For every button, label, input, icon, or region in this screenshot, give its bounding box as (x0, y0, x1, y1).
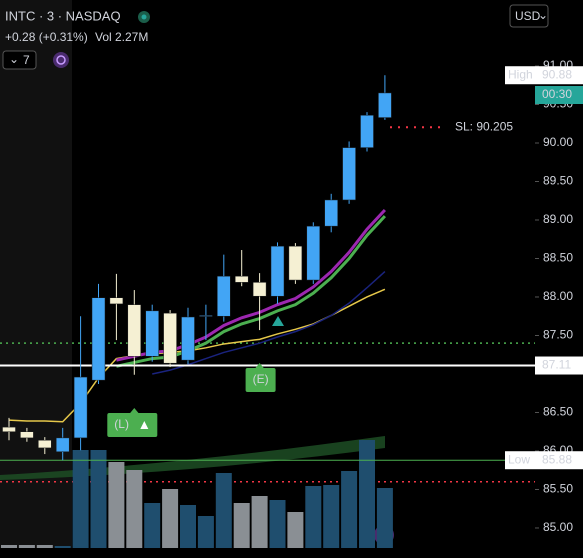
candle-body (38, 439, 52, 449)
high-tag-label: High (508, 67, 533, 81)
low-tag (505, 451, 535, 470)
volume-bar (18, 545, 35, 548)
sync-ring (56, 55, 66, 65)
candle-body (20, 431, 34, 439)
y-tick-label: 85.50 (543, 482, 573, 496)
change: +0.28 (+0.31%) (5, 30, 88, 44)
marker-box (245, 368, 276, 392)
volume-bar (162, 489, 179, 548)
left-shade (0, 0, 72, 548)
volume-bar (323, 485, 340, 548)
marker-arrow (140, 421, 149, 429)
vol-label: Vol (95, 30, 112, 44)
marker-pointer (254, 363, 265, 369)
volume-bar (197, 516, 214, 548)
volume-bar (251, 496, 268, 548)
signal-arrow (272, 316, 284, 326)
y-tick-label: 85.00 (543, 520, 573, 534)
marker-pointer (129, 408, 140, 414)
marker-box (107, 413, 158, 437)
volume-bar (1, 545, 17, 548)
candle-body (234, 275, 249, 283)
y-tick-label: 87.50 (543, 328, 573, 342)
volume-bar (269, 500, 286, 548)
candle-body (217, 275, 231, 317)
moving-average (152, 271, 386, 375)
last-price-box (535, 356, 583, 375)
candle-body (91, 297, 106, 381)
candle-body (306, 225, 321, 281)
moving-average (116, 215, 386, 368)
volume-bar (215, 473, 232, 548)
volume-bar (287, 512, 304, 548)
candle-body (199, 315, 213, 317)
volume-bar (126, 470, 143, 548)
stop-loss-label: SL: 90.205 (455, 119, 513, 133)
y-tick-label: 89.00 (543, 212, 573, 226)
candle-body (288, 245, 303, 281)
candle-body (163, 312, 177, 364)
volume-bar (359, 440, 375, 548)
timer: 00:30 (542, 87, 572, 101)
candle-body (252, 282, 267, 297)
volume-bar (233, 503, 250, 548)
low-tag-label: Low (508, 452, 530, 466)
volume-bar (54, 546, 71, 548)
high-price: 90.88 (542, 67, 572, 81)
high-price-box (535, 66, 583, 85)
moving-average (116, 208, 386, 362)
candle-body (2, 426, 16, 432)
volume-bar (180, 505, 196, 548)
currency: USD (515, 9, 541, 23)
volume-bar (144, 503, 161, 548)
sync-icon[interactable] (53, 52, 69, 68)
status-dot (141, 14, 147, 20)
candle-body (181, 316, 195, 361)
indicator-toggle[interactable] (2, 50, 37, 70)
candle-body (270, 245, 285, 297)
volume-bar (72, 450, 89, 548)
volume-bar (108, 462, 125, 548)
y-tick-label: 89.50 (543, 174, 573, 188)
candle-body (342, 147, 356, 201)
marker-label: (L) (114, 417, 129, 431)
vol-value[interactable]: 2.27M (115, 30, 148, 44)
y-tick-label: 90.00 (543, 135, 573, 149)
candle-body (324, 199, 338, 227)
low-price-box (535, 451, 583, 470)
candle-body (55, 437, 70, 453)
volume-bar (341, 471, 358, 548)
marker-label: (E) (253, 372, 269, 386)
volume-bar (376, 488, 393, 548)
volume-bar (36, 545, 53, 548)
y-tick-label: 88.00 (543, 289, 573, 303)
candle-body (360, 115, 374, 148)
candle-body (109, 297, 124, 305)
low-price: 85.88 (542, 452, 572, 466)
chevron: ⌄ (9, 52, 19, 66)
candle-body (127, 304, 142, 357)
candle-body (378, 92, 392, 118)
volume-bar (90, 450, 107, 548)
symbol: INTC · 3 · NASDAQ (5, 8, 121, 23)
volume-bar (305, 486, 322, 548)
last-price: 87.11 (542, 358, 571, 372)
y-tick-label: 88.50 (543, 251, 573, 265)
high-tag (505, 66, 535, 85)
timer-box (535, 86, 583, 104)
indicator-count: 7 (23, 53, 30, 67)
currency-chevron: ⌄ (538, 8, 548, 22)
currency-select[interactable] (509, 4, 549, 28)
candle-body (73, 376, 88, 439)
candle-body (145, 310, 159, 357)
y-tick-label: 86.50 (543, 405, 573, 419)
